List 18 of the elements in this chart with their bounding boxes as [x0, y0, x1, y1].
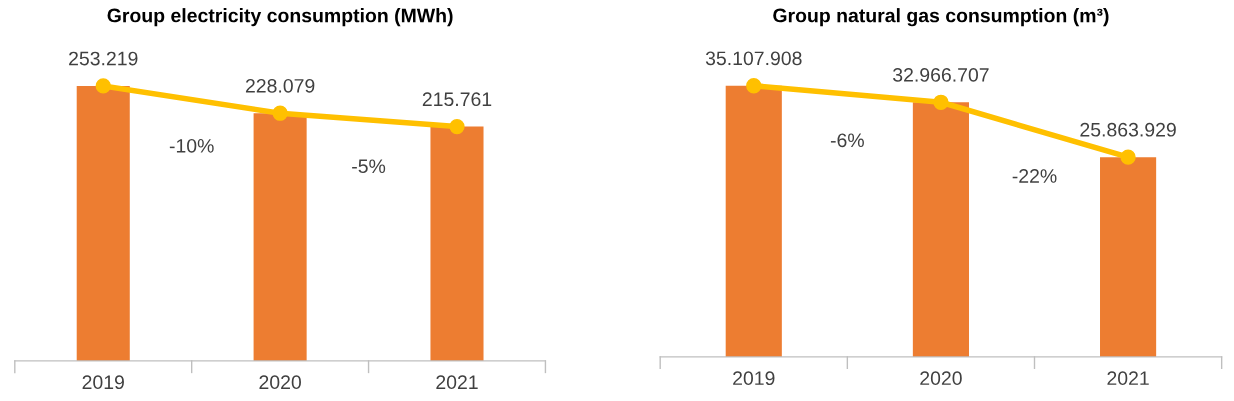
x-tick-label: 2020 [920, 371, 962, 386]
annotation: -10% [169, 138, 214, 153]
x-tick-label: 2019 [82, 375, 124, 390]
x-tick-label: 2020 [259, 375, 301, 390]
chart-title: Group electricity consumption (MWh) [107, 8, 453, 27]
data-label: 25.863.929 [1080, 122, 1176, 137]
annotation: -5% [352, 159, 386, 174]
x-tick-label: 2021 [436, 375, 478, 390]
x-tick-label: 2021 [1107, 371, 1149, 386]
data-label: 228.079 [245, 78, 315, 93]
x-tick-label: 2019 [733, 371, 775, 386]
data-label: 215.761 [422, 92, 492, 107]
data-label: 35.107.908 [705, 51, 802, 66]
annotation: -6% [830, 133, 864, 148]
data-label: 253.219 [69, 51, 138, 66]
data-label: 32.966.707 [893, 68, 989, 82]
chart-title: Group natural gas consumption (m³) [773, 8, 1109, 27]
annotation: -22% [1012, 169, 1057, 183]
